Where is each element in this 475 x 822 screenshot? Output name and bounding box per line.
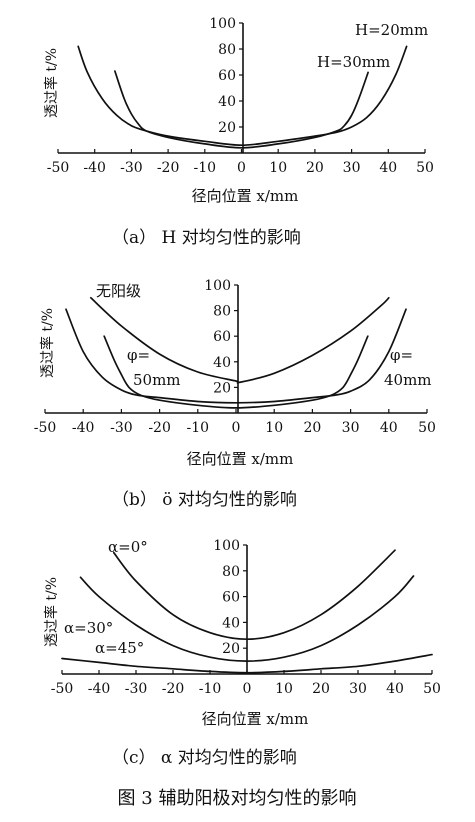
- y-tick-label: 60: [218, 68, 236, 84]
- x-tick-label: -40: [72, 420, 95, 436]
- figure-caption: 图 3 辅助阳极对均匀性的影响: [118, 788, 357, 809]
- x-tick-label: 0: [232, 420, 241, 436]
- series-label-alpha-30: α=30°: [64, 619, 113, 637]
- series-label-alpha-45: α=45°: [95, 639, 144, 657]
- y-tick-label: 20: [218, 120, 236, 136]
- series-label-h30: H=30mm: [317, 53, 390, 71]
- x-tick-label: 50: [423, 681, 441, 697]
- x-tick-label: 40: [386, 681, 404, 697]
- y-tick-label: 60: [213, 329, 231, 345]
- x-tick-label: 10: [265, 420, 283, 436]
- x-tick-label: -10: [199, 681, 222, 697]
- y-tick-label: 40: [218, 94, 236, 110]
- x-tick-label: -10: [187, 420, 210, 436]
- x-tick-label: -40: [88, 681, 111, 697]
- y-tick-label: 100: [204, 278, 231, 294]
- x-tick-label: 40: [380, 420, 398, 436]
- annotation-phi-40-a: φ=: [390, 346, 413, 364]
- series-label-alpha-0: α=0°: [108, 538, 148, 556]
- y-tick-label: 100: [213, 538, 240, 554]
- x-tick-label: 20: [312, 681, 330, 697]
- series-line-1: [112, 549, 396, 641]
- chart-panel-c: -50 -40 -30 -20 -10 0 10 20 30 40 50 20 40 60 80 100 透过…: [43, 538, 441, 768]
- series-line-2: [65, 308, 407, 404]
- x-tick-label: 30: [342, 420, 360, 436]
- annotation-no-anode: 无阳级: [96, 282, 141, 300]
- series-line-2: [114, 70, 369, 149]
- x-tick-label: -30: [125, 681, 148, 697]
- y-tick-label: 60: [222, 590, 240, 606]
- x-tick-label: 50: [418, 420, 436, 436]
- x-tick-label: 10: [275, 681, 293, 697]
- chart-panel-b: -50 -40 -30 -20 -10 0 10 20 30 40 50 20 40 60 80 100 透过…: [34, 278, 436, 510]
- x-tick-label: -20: [148, 420, 171, 436]
- x-tick-label: 40: [379, 160, 397, 176]
- y-tick-label: 80: [213, 304, 231, 320]
- panel-caption-b: （b） ö 对均匀性的影响: [112, 490, 297, 510]
- x-tick-label: 20: [303, 420, 321, 436]
- x-tick-label: -40: [83, 160, 106, 176]
- y-tick-label: 20: [213, 380, 231, 396]
- y-axis-label: 透过率 t/%: [43, 577, 60, 647]
- x-tick-label: 0: [243, 681, 252, 697]
- series-line-1: [89, 296, 390, 384]
- y-tick-label: 100: [209, 16, 236, 32]
- y-axis-label: 透过率 t/%: [43, 48, 60, 118]
- x-axis-label: 径向位置 x/mm: [192, 187, 299, 205]
- series-line-1: [77, 45, 408, 147]
- y-tick-label: 80: [222, 564, 240, 580]
- x-axis-label: 径向位置 x/mm: [202, 710, 309, 728]
- series-label-h20: H=20mm: [355, 21, 428, 39]
- annotation-phi-50-a: φ=: [127, 346, 150, 364]
- panel-caption-a: （a） H 对均匀性的影响: [112, 228, 301, 248]
- annotation-phi-40-b: 40mm: [384, 371, 432, 389]
- x-tick-label: -50: [34, 420, 57, 436]
- x-tick-label: 0: [237, 160, 246, 176]
- x-tick-label: 30: [343, 160, 361, 176]
- x-tick-label: -50: [51, 681, 74, 697]
- y-tick-label: 40: [222, 615, 240, 631]
- series-line-3: [103, 335, 369, 409]
- x-tick-label: -50: [47, 160, 70, 176]
- y-tick-label: 20: [222, 641, 240, 657]
- x-tick-label: -30: [110, 420, 133, 436]
- y-tick-label: 80: [218, 42, 236, 58]
- x-tick-label: -30: [120, 160, 143, 176]
- x-tick-label: 30: [349, 681, 367, 697]
- x-tick-label: -20: [157, 160, 180, 176]
- x-tick-label: -10: [194, 160, 217, 176]
- x-tick-label: 20: [306, 160, 324, 176]
- y-axis-label: 透过率 t/%: [39, 308, 56, 378]
- chart-panel-a: -50 -40 -30 -20 -10 0 10 20 30 40 50 20 40 60 80 100 透过…: [43, 16, 434, 248]
- y-tick-label: 40: [213, 355, 231, 371]
- x-tick-label: 50: [416, 160, 434, 176]
- x-axis-label: 径向位置 x/mm: [187, 450, 294, 468]
- annotation-phi-50-b: 50mm: [133, 371, 181, 389]
- x-tick-label: 10: [269, 160, 287, 176]
- x-tick-label: -20: [162, 681, 185, 697]
- panel-caption-c: （c） α 对均匀性的影响: [112, 748, 297, 768]
